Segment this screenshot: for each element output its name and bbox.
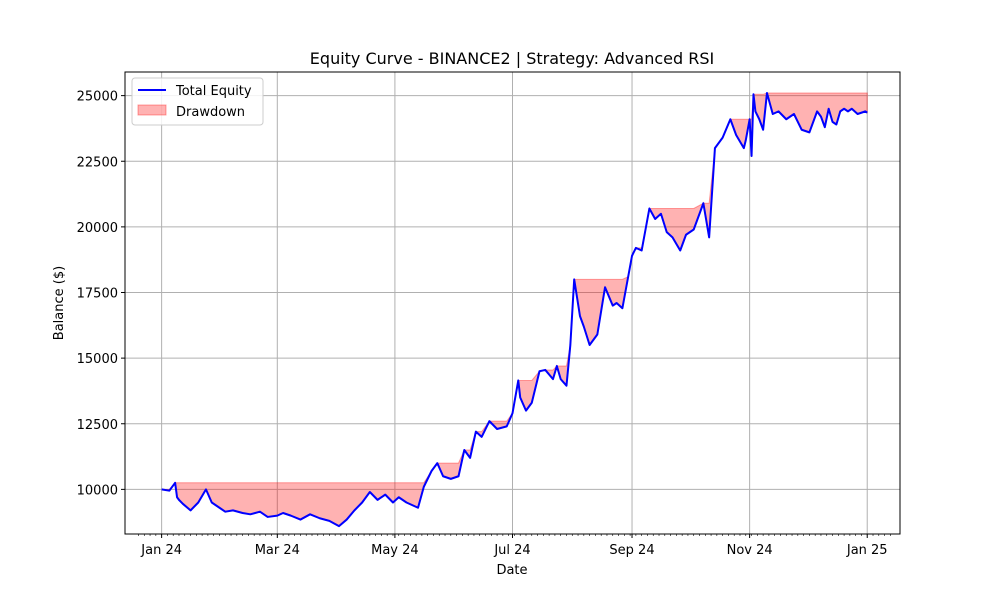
chart-title: Equity Curve - BINANCE2 | Strategy: Adva… xyxy=(310,49,714,68)
x-tick-label: Mar 24 xyxy=(255,543,300,558)
x-tick-label: May 24 xyxy=(371,543,419,558)
legend-equity-label: Total Equity xyxy=(175,84,252,99)
y-tick-label: 15000 xyxy=(77,352,118,367)
x-tick-label: Jan 25 xyxy=(846,543,888,558)
x-tick-label: Jan 24 xyxy=(140,543,182,558)
x-tick-label: Sep 24 xyxy=(609,543,654,558)
legend-drawdown-label: Drawdown xyxy=(176,105,245,120)
y-axis: 10000 12500 15000 17500 20000 22500 25000 xyxy=(77,90,125,498)
legend: Total Equity Drawdown xyxy=(131,77,264,126)
equity-line xyxy=(161,92,868,528)
y-tick-label: 22500 xyxy=(77,155,118,170)
grid xyxy=(125,72,900,534)
y-tick-label: 12500 xyxy=(77,418,118,433)
y-tick-label: 10000 xyxy=(77,483,118,498)
y-axis-label: Balance ($) xyxy=(52,266,67,340)
y-tick-label: 17500 xyxy=(77,287,118,302)
legend-drawdown-swatch xyxy=(137,104,167,116)
x-tick-label: Jul 24 xyxy=(493,543,530,558)
x-tick-label: Nov 24 xyxy=(727,543,773,558)
y-tick-label: 20000 xyxy=(77,221,118,236)
x-axis: Jan 24 Mar 24 May 24 Jul 24 Sep 24 Nov 24 Jan … xyxy=(138,534,891,558)
equity-line-group xyxy=(161,92,868,528)
x-axis-label: Date xyxy=(496,563,527,578)
y-tick-label: 25000 xyxy=(77,90,118,105)
